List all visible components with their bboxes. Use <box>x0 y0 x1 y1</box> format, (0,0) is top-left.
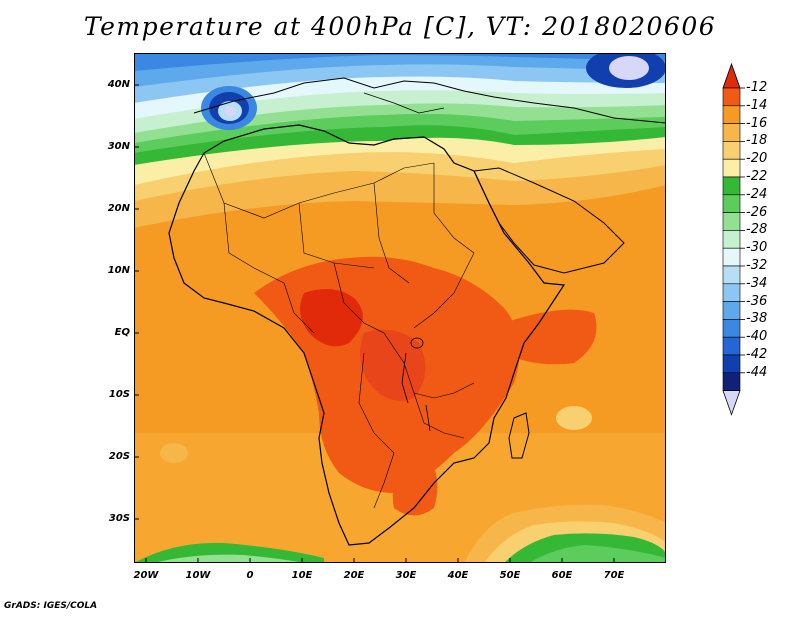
colorbar-box <box>722 319 741 338</box>
colorbar-box <box>722 123 741 142</box>
lat-label-20n: 20N <box>107 203 130 214</box>
colorbar-label: -20 <box>746 151 768 167</box>
map-border <box>134 53 666 563</box>
colorbar-box <box>722 247 741 267</box>
lon-label-20e: 20E <box>343 570 365 581</box>
colorbar-label: -12 <box>746 80 768 95</box>
colorbar-label: -42 <box>746 347 768 362</box>
colorbar-box <box>722 354 741 374</box>
lon-label-0: 0 <box>246 570 254 581</box>
colorbar-label: -36 <box>746 293 768 309</box>
colorbar-box <box>722 176 741 196</box>
colorbar-label: -14 <box>746 97 768 113</box>
continent-outline <box>168 124 566 546</box>
colorbar-label: -44 <box>746 364 768 380</box>
lat-label-40n: 40N <box>107 79 130 90</box>
lat-label-10s: 10S <box>108 389 130 400</box>
colorbar-box <box>722 212 741 231</box>
band-38 <box>134 53 666 71</box>
lat-label-30n: 30N <box>107 141 130 152</box>
lon-label-60e: 60E <box>551 570 573 581</box>
colorbar-label: -22 <box>746 169 768 184</box>
colorbar-box <box>722 158 741 178</box>
lat-label-eq: EQ <box>114 327 130 338</box>
lon-label-20w: 20W <box>133 570 159 581</box>
temperature-map <box>134 53 666 563</box>
colorbar-box <box>722 283 741 302</box>
lon-label-50e: 50E <box>499 570 521 581</box>
lon-label-70e: 70E <box>603 570 625 581</box>
colorbar-box <box>722 194 741 213</box>
lon-label-40e: 40E <box>447 570 469 581</box>
colorbar-arrow-bottom <box>722 390 741 416</box>
colorbar-label: -24 <box>746 186 768 202</box>
colorbar-label: -26 <box>746 204 768 220</box>
colorbar-label: -18 <box>746 133 768 149</box>
lon-label-30e: 30E <box>395 570 417 581</box>
colorbar-arrow-top <box>722 62 741 89</box>
colorbar-label: -28 <box>746 222 768 238</box>
colorbar-box <box>722 87 741 107</box>
colorbar-box <box>722 265 741 285</box>
band-36 <box>134 53 666 87</box>
colorbar-box <box>722 336 741 356</box>
colorbar-label: -38 <box>746 311 768 327</box>
colorbar-box <box>722 141 741 160</box>
credit-text: GrADS: IGES/COLA <box>4 601 98 611</box>
lat-label-30s: 30S <box>108 513 130 524</box>
colorbar-label: -32 <box>746 258 768 273</box>
chart-title: Temperature at 400hPa [C], VT: 201802060… <box>83 12 717 41</box>
colorbar-label: -16 <box>746 115 768 131</box>
lat-label-20s: 20S <box>108 451 130 462</box>
colorbar-box <box>722 372 741 391</box>
colorbar-box <box>722 105 741 124</box>
colorbar-label: -40 <box>746 329 768 345</box>
colorbar-box <box>722 230 741 249</box>
lon-label-10w: 10W <box>185 570 211 581</box>
hot-core-1 <box>300 289 363 347</box>
lon-label-10e: 10E <box>291 570 313 581</box>
colorbar-label: -34 <box>746 275 768 291</box>
colorbar-box <box>722 301 741 320</box>
colorbar-label: -30 <box>746 240 768 256</box>
lat-label-10n: 10N <box>107 265 130 276</box>
